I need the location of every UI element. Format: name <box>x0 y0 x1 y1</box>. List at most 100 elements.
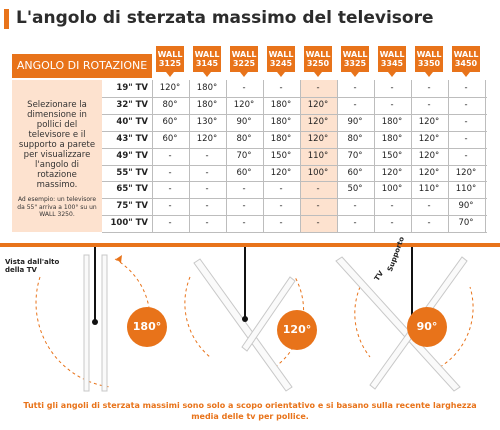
row-size-label: 100" TV <box>110 218 148 229</box>
column-divider <box>152 80 153 232</box>
wall-badge-line1: WALL <box>342 50 368 59</box>
row-size-label: 65" TV <box>116 184 148 195</box>
tv-panel-rotated-b <box>241 276 296 352</box>
wall-badge-3145: WALL 3145 <box>193 46 221 77</box>
table-cell: 180° <box>381 116 403 127</box>
table-cell: 120° <box>159 83 181 93</box>
wall-badge-line1: WALL <box>453 50 479 59</box>
row-divider <box>102 181 487 183</box>
wall-badge-line2: 3345 <box>380 59 404 68</box>
table-cell: 120° <box>381 167 403 178</box>
table-cell: - <box>205 218 209 229</box>
row-size-label: 43" TV <box>116 133 148 144</box>
table-header-label: ANGOLO DI ROTAZIONE <box>12 54 152 78</box>
wall-badge-3225: WALL 3225 <box>230 46 258 77</box>
table-cell: 120° <box>307 99 329 110</box>
column-divider <box>226 80 227 232</box>
example-note: Ad esempio: un televisore da 55" arriva … <box>17 196 97 218</box>
wall-badge-3450: WALL 3450 <box>452 46 480 77</box>
table-cell: - <box>353 201 357 212</box>
table-cell: 150° <box>381 150 403 161</box>
wall-badge-line1: WALL <box>379 50 405 59</box>
row-divider <box>102 113 487 115</box>
table-cell: 80° <box>236 133 252 144</box>
angle-badge-90: 90° <box>407 307 447 347</box>
table-cell: - <box>390 218 394 229</box>
description-box: Selezionare la dimensione in pollici del… <box>12 80 102 232</box>
table-cell: - <box>427 99 431 110</box>
column-divider <box>448 80 449 232</box>
arc-180-right <box>114 258 151 318</box>
table-cell: - <box>353 99 357 110</box>
table-cell: 90° <box>236 116 252 127</box>
table-cell: 130° <box>196 116 218 127</box>
table-cell: - <box>427 201 431 212</box>
column-divider <box>411 80 412 232</box>
table-cell: - <box>390 99 394 110</box>
table-cell: - <box>464 83 468 93</box>
table-cell: - <box>390 83 394 93</box>
column-divider <box>374 80 375 232</box>
wall-badge-line2: 3245 <box>269 59 293 68</box>
arc-90-right <box>439 286 474 368</box>
wall-badge-3325: WALL 3325 <box>341 46 369 77</box>
rotation-table: ANGOLO DI ROTAZIONE WALL 3125 WALL 3145 WALL… <box>12 46 487 234</box>
table-cell: - <box>242 184 246 195</box>
table-cell: 180° <box>196 83 218 93</box>
table-cell: - <box>205 184 209 195</box>
arc-120-left <box>184 276 211 358</box>
table-cell: 100° <box>307 167 329 178</box>
table-cell: 100° <box>381 184 403 195</box>
row-divider <box>102 147 487 149</box>
wall-badge-3125: WALL 3125 <box>156 46 184 77</box>
wall-badge-line1: WALL <box>416 50 442 59</box>
angle-badge-180: 180° <box>127 307 167 347</box>
wall-badge-3345: WALL 3345 <box>378 46 406 77</box>
wall-badge-3350: WALL 3350 <box>415 46 443 77</box>
table-cell: - <box>242 218 246 229</box>
row-size-label: 19" TV <box>116 83 148 93</box>
wall-badge-line2: 3250 <box>306 59 330 68</box>
wall-badge-line2: 3125 <box>158 59 182 68</box>
table-cell: - <box>316 184 320 195</box>
table-cell: - <box>353 218 357 229</box>
table-cell: 120° <box>233 99 255 110</box>
wall-badge-line2: 3450 <box>454 59 478 68</box>
table-cell: 180° <box>270 99 292 110</box>
wall-badge-line1: WALL <box>305 50 331 59</box>
table-cell: 180° <box>196 99 218 110</box>
table-cell: - <box>205 167 209 178</box>
table-cell: - <box>168 184 172 195</box>
table-cell: 60° <box>347 167 363 178</box>
table-cell: 180° <box>381 133 403 144</box>
row-size-label: 55" TV <box>116 167 148 178</box>
row-divider <box>102 130 487 132</box>
pivot-dot <box>92 319 98 325</box>
table-cell: 120° <box>418 150 440 161</box>
table-cell: 90° <box>458 201 474 212</box>
table-cell: - <box>168 218 172 229</box>
tv-panel-left <box>83 254 90 392</box>
section-separator <box>0 243 500 247</box>
wall-badge-line2: 3225 <box>232 59 256 68</box>
row-divider <box>102 164 487 166</box>
column-divider <box>337 80 338 232</box>
table-cell: 60° <box>236 167 252 178</box>
wall-badge-line2: 3325 <box>343 59 367 68</box>
table-cell: 110° <box>455 184 477 195</box>
row-size-label: 40" TV <box>116 116 148 127</box>
column-divider <box>485 80 486 232</box>
table-cell: 120° <box>418 167 440 178</box>
table-cell: 80° <box>162 99 178 110</box>
wall-badge-3245: WALL 3245 <box>267 46 295 77</box>
table-cell: - <box>427 83 431 93</box>
row-size-label: 49" TV <box>116 150 148 161</box>
table-cell: 120° <box>196 133 218 144</box>
top-view-label: Vista dall'alto della TV <box>5 258 75 274</box>
diagram-120 <box>184 247 305 392</box>
table-cell: - <box>279 83 283 93</box>
table-cell: 120° <box>418 133 440 144</box>
diagram-180 <box>35 247 151 392</box>
wall-badge-line1: WALL <box>231 50 257 59</box>
arc-90-left <box>354 286 371 358</box>
